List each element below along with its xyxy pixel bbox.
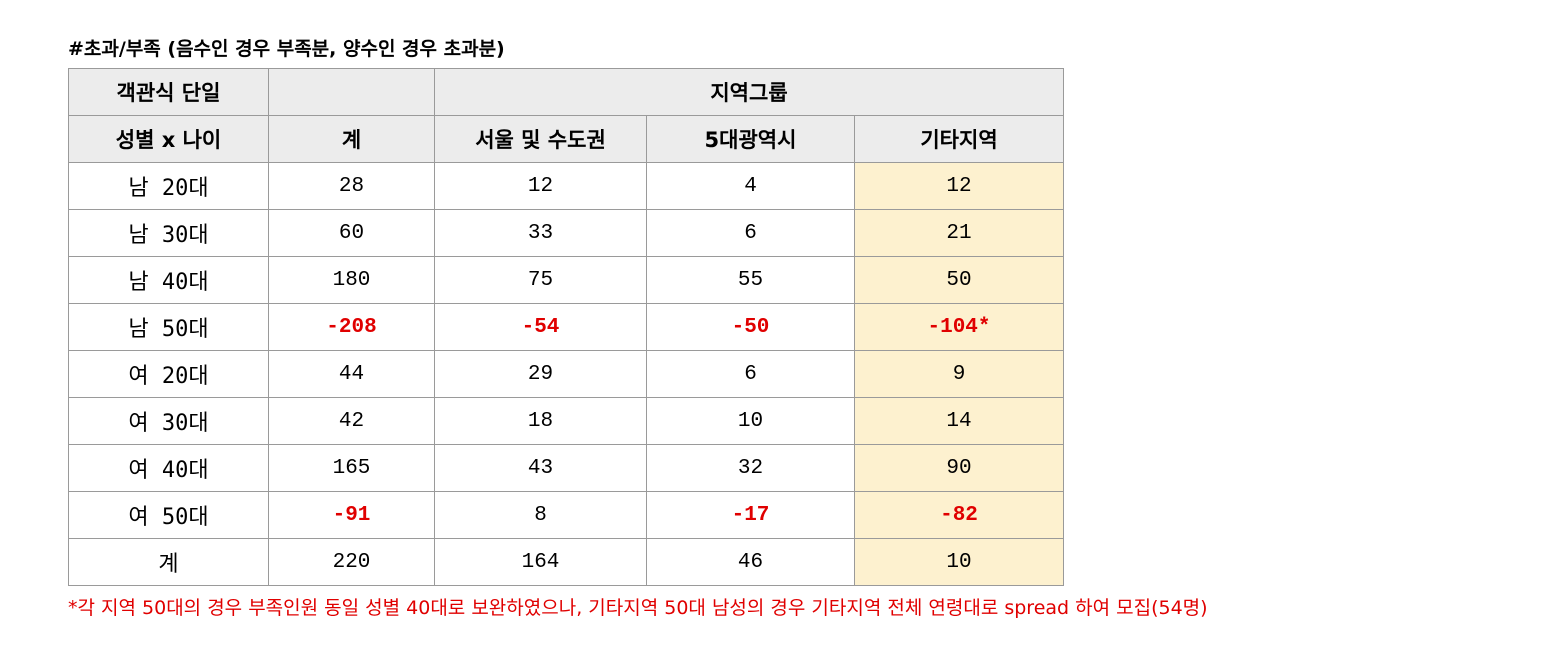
cell-total: -208 [268, 303, 435, 351]
quota-table: 객관식 단일 지역그룹 성별 x 나이 계 서울 및 수도권 5대광역시 기타지… [68, 68, 1064, 586]
cell-seoul: 12 [434, 162, 647, 210]
cell-other: 9 [854, 350, 1064, 398]
table-row: 남 50대 -208 -54 -50 -104* [68, 303, 1064, 351]
cell-total: 180 [268, 256, 435, 304]
cell-seoul: 18 [434, 397, 647, 445]
cell-other: 10 [854, 538, 1064, 586]
cell-total: 220 [268, 538, 435, 586]
header-question-type: 객관식 단일 [68, 68, 269, 116]
cell-metro: 55 [646, 256, 855, 304]
cell-metro: -17 [646, 491, 855, 539]
cell-total: 44 [268, 350, 435, 398]
table-row: 여 50대 -91 8 -17 -82 [68, 491, 1064, 539]
row-label: 남 50대 [68, 303, 269, 351]
cell-metro: 10 [646, 397, 855, 445]
cell-total: -91 [268, 491, 435, 539]
row-label: 남 30대 [68, 209, 269, 257]
header-region-group: 지역그룹 [434, 68, 1064, 116]
cell-other: 21 [854, 209, 1064, 257]
cell-total: 60 [268, 209, 435, 257]
row-label: 계 [68, 538, 269, 586]
cell-metro: 4 [646, 162, 855, 210]
cell-seoul: 164 [434, 538, 647, 586]
cell-total: 42 [268, 397, 435, 445]
cell-seoul: 43 [434, 444, 647, 492]
row-label: 남 20대 [68, 162, 269, 210]
table-row: 남 20대 28 12 4 12 [68, 162, 1064, 210]
table-row: 여 40대 165 43 32 90 [68, 444, 1064, 492]
cell-seoul: 29 [434, 350, 647, 398]
cell-other: -104* [854, 303, 1064, 351]
row-label: 여 40대 [68, 444, 269, 492]
total-row: 계 220 164 46 10 [68, 538, 1064, 586]
header-row-1: 객관식 단일 지역그룹 [68, 68, 1064, 116]
cell-total: 28 [268, 162, 435, 210]
cell-other: 50 [854, 256, 1064, 304]
cell-other: 90 [854, 444, 1064, 492]
cell-metro: 6 [646, 209, 855, 257]
header-seoul: 서울 및 수도권 [434, 115, 647, 163]
header-blank [268, 68, 435, 116]
cell-seoul: -54 [434, 303, 647, 351]
row-label: 남 40대 [68, 256, 269, 304]
cell-other: 12 [854, 162, 1064, 210]
header-total: 계 [268, 115, 435, 163]
footnote: *각 지역 50대의 경우 부족인원 동일 성별 40대로 보완하였으나, 기타… [68, 597, 1208, 619]
row-label: 여 50대 [68, 491, 269, 539]
table-row: 여 20대 44 29 6 9 [68, 350, 1064, 398]
table-row: 남 30대 60 33 6 21 [68, 209, 1064, 257]
cell-total: 165 [268, 444, 435, 492]
cell-other: 14 [854, 397, 1064, 445]
table-row: 남 40대 180 75 55 50 [68, 256, 1064, 304]
row-label: 여 30대 [68, 397, 269, 445]
header-other: 기타지역 [854, 115, 1064, 163]
cell-seoul: 8 [434, 491, 647, 539]
header-metro: 5대광역시 [646, 115, 855, 163]
row-label: 여 20대 [68, 350, 269, 398]
cell-metro: 6 [646, 350, 855, 398]
table-row: 여 30대 42 18 10 14 [68, 397, 1064, 445]
cell-metro: 32 [646, 444, 855, 492]
cell-seoul: 75 [434, 256, 647, 304]
cell-metro: -50 [646, 303, 855, 351]
header-row-2: 성별 x 나이 계 서울 및 수도권 5대광역시 기타지역 [68, 115, 1064, 163]
header-gender-age: 성별 x 나이 [68, 115, 269, 163]
cell-seoul: 33 [434, 209, 647, 257]
cell-metro: 46 [646, 538, 855, 586]
cell-other: -82 [854, 491, 1064, 539]
table-title: #초과/부족 (음수인 경우 부족분, 양수인 경우 초과분) [68, 38, 505, 60]
